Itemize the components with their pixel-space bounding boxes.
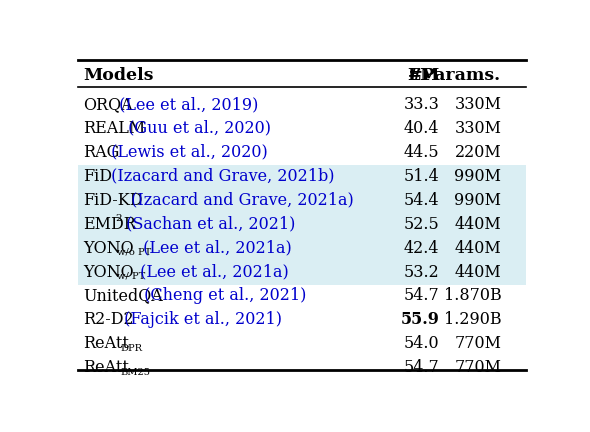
Text: (Sachan et al., 2021): (Sachan et al., 2021) xyxy=(121,216,295,233)
Text: 440M: 440M xyxy=(454,216,502,233)
Text: REALM: REALM xyxy=(83,120,145,137)
Text: 51.4: 51.4 xyxy=(404,168,440,185)
Text: 2: 2 xyxy=(115,214,122,222)
Text: (Lee et al., 2021a): (Lee et al., 2021a) xyxy=(138,240,292,257)
Text: ReAtt: ReAtt xyxy=(83,335,129,353)
Bar xyxy=(78,213,526,237)
Bar xyxy=(78,260,526,285)
Text: (Cheng et al., 2021): (Cheng et al., 2021) xyxy=(139,288,306,305)
Text: 990M: 990M xyxy=(454,168,502,185)
Text: ReAtt: ReAtt xyxy=(83,359,129,376)
Text: 54.7: 54.7 xyxy=(404,288,440,305)
Text: YONO: YONO xyxy=(83,264,133,280)
Text: (Izacard and Grave, 2021b): (Izacard and Grave, 2021b) xyxy=(106,168,335,185)
Text: (Guu et al., 2020): (Guu et al., 2020) xyxy=(123,120,271,137)
Text: 440M: 440M xyxy=(454,264,502,280)
Text: 220M: 220M xyxy=(454,144,502,161)
Text: R2-D2: R2-D2 xyxy=(83,311,133,328)
Text: EMDR: EMDR xyxy=(83,216,136,233)
Text: (Lewis et al., 2020): (Lewis et al., 2020) xyxy=(106,144,267,161)
Text: (Lee et al., 2021a): (Lee et al., 2021a) xyxy=(135,264,289,280)
Bar xyxy=(78,189,526,213)
Text: 54.0: 54.0 xyxy=(404,335,440,353)
Text: 40.4: 40.4 xyxy=(404,120,440,137)
Text: 330M: 330M xyxy=(454,96,502,113)
Text: BM25: BM25 xyxy=(120,368,150,377)
Text: 770M: 770M xyxy=(454,335,502,353)
Text: 54.7: 54.7 xyxy=(404,359,440,376)
Text: 53.2: 53.2 xyxy=(404,264,440,280)
Text: YONO: YONO xyxy=(83,240,133,257)
Text: 1.870B: 1.870B xyxy=(444,288,502,305)
Text: FiD-KD: FiD-KD xyxy=(83,192,142,209)
Text: DPR: DPR xyxy=(120,344,143,353)
Text: 440M: 440M xyxy=(454,240,502,257)
Text: (Fajcik et al., 2021): (Fajcik et al., 2021) xyxy=(119,311,283,328)
Text: 33.3: 33.3 xyxy=(404,96,440,113)
Text: Models: Models xyxy=(83,67,153,84)
Text: (Lee et al., 2019): (Lee et al., 2019) xyxy=(113,96,258,113)
Bar xyxy=(78,237,526,260)
Text: UnitedQA: UnitedQA xyxy=(83,288,163,305)
Text: 54.4: 54.4 xyxy=(404,192,440,209)
Text: 55.9: 55.9 xyxy=(401,311,440,328)
Text: 770M: 770M xyxy=(454,359,502,376)
Text: 42.4: 42.4 xyxy=(404,240,440,257)
Text: #Params.: #Params. xyxy=(408,67,502,84)
Text: 990M: 990M xyxy=(454,192,502,209)
Text: EM: EM xyxy=(407,67,440,84)
Text: 52.5: 52.5 xyxy=(404,216,440,233)
Text: 44.5: 44.5 xyxy=(404,144,440,161)
Text: ORQA: ORQA xyxy=(83,96,133,113)
Text: FiD: FiD xyxy=(83,168,112,185)
Text: w/o PT: w/o PT xyxy=(117,248,151,257)
Text: 1.290B: 1.290B xyxy=(444,311,502,328)
Text: (Izacard and Grave, 2021a): (Izacard and Grave, 2021a) xyxy=(126,192,354,209)
Text: RAG: RAG xyxy=(83,144,119,161)
Text: 330M: 330M xyxy=(454,120,502,137)
Bar xyxy=(78,165,526,189)
Text: w/ PT: w/ PT xyxy=(117,272,145,281)
